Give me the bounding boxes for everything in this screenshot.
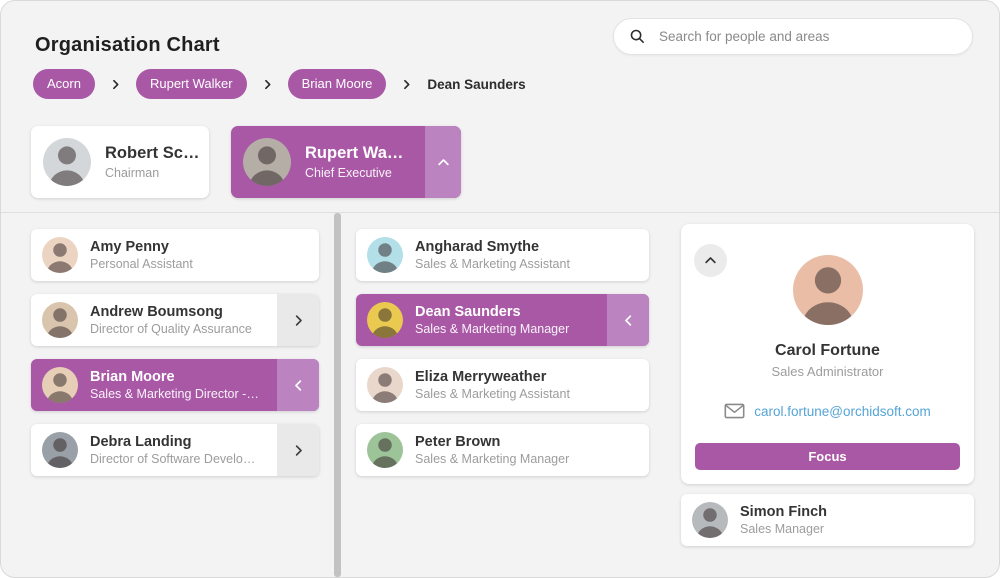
person-name: Amy Penny — [90, 239, 169, 255]
breadcrumb-item-dean-saunders: Dean Saunders — [427, 76, 526, 92]
person-card-angharad-smythe[interactable]: Angharad Smythe Sales & Marketing Assist… — [356, 229, 649, 281]
chevron-right-icon — [400, 78, 413, 91]
person-name: Dean Saunders — [415, 304, 521, 320]
person-name: Brian Moore — [90, 369, 175, 385]
avatar — [42, 367, 78, 403]
avatar — [42, 302, 78, 338]
person-name: Debra Landing — [90, 434, 192, 450]
person-name: Eliza Merryweather — [415, 369, 547, 385]
breadcrumb-item-acorn[interactable]: Acorn — [33, 69, 95, 99]
person-card-rupert-walker[interactable]: Rupert Walker Chief Executive — [231, 126, 461, 198]
person-card-andrew-boumsong[interactable]: Andrew Boumsong Director of Quality Assu… — [31, 294, 319, 346]
person-role: Sales Manager — [740, 522, 825, 536]
person-card-brian-moore[interactable]: Brian Moore Sales & Marketing Director -… — [31, 359, 319, 411]
person-role: Chief Executive — [305, 166, 392, 180]
person-role: Director of Software Developm... — [90, 452, 259, 466]
detail-person-name: Carol Fortune — [775, 342, 880, 359]
avatar — [367, 302, 403, 338]
chevron-right-icon[interactable] — [277, 424, 319, 476]
person-card-dean-saunders[interactable]: Dean Saunders Sales & Marketing Manager — [356, 294, 649, 346]
person-card-eliza-merryweather[interactable]: Eliza Merryweather Sales & Marketing Ass… — [356, 359, 649, 411]
avatar — [367, 367, 403, 403]
avatar — [42, 432, 78, 468]
avatar — [43, 138, 91, 186]
breadcrumb: Acorn Rupert Walker Brian Moore Dean Saunde… — [33, 69, 526, 99]
person-role: Director of Quality Assurance — [90, 322, 252, 336]
team-column: Angharad Smythe Sales & Marketing Assist… — [356, 229, 649, 476]
breadcrumb-item-brian-moore[interactable]: Brian Moore — [287, 69, 387, 99]
avatar — [692, 502, 728, 538]
person-role: Personal Assistant — [90, 257, 193, 271]
header-divider — [1, 212, 999, 213]
person-role: Sales & Marketing Assistant — [415, 257, 570, 271]
chevron-left-icon[interactable] — [607, 294, 649, 346]
chevron-right-icon[interactable] — [277, 294, 319, 346]
person-role: Sales & Marketing Assistant — [415, 387, 570, 401]
avatar — [243, 138, 291, 186]
page-title: Organisation Chart — [35, 34, 220, 57]
person-card-robert-scott[interactable]: Robert Scott Chairman — [31, 126, 209, 198]
person-name: Rupert Walker — [305, 144, 405, 162]
chevron-right-icon — [109, 78, 122, 91]
column-scrollbar[interactable] — [334, 213, 341, 577]
chevron-right-icon — [261, 78, 274, 91]
top-level-cards: Robert Scott Chairman Rupert Walker Chie… — [31, 126, 461, 198]
person-card-amy-penny[interactable]: Amy Penny Personal Assistant — [31, 229, 319, 281]
avatar — [367, 237, 403, 273]
email-icon — [724, 403, 745, 419]
search-bar[interactable] — [613, 18, 973, 55]
person-name: Andrew Boumsong — [90, 304, 223, 320]
person-name: Simon Finch — [740, 504, 827, 520]
chevron-up-icon — [705, 257, 716, 264]
chevron-left-icon[interactable] — [277, 359, 319, 411]
search-icon — [630, 29, 644, 43]
detail-avatar — [792, 255, 863, 325]
search-input[interactable] — [657, 28, 957, 45]
detail-panel: Carol Fortune Sales Administrator carol.… — [681, 224, 974, 484]
person-name: Robert Scott — [105, 144, 203, 162]
person-name: Peter Brown — [415, 434, 501, 450]
person-card-simon-finch[interactable]: Simon Finch Sales Manager — [681, 494, 974, 546]
person-role: Sales & Marketing Director - Nor... — [90, 387, 259, 401]
avatar — [42, 237, 78, 273]
person-card-peter-brown[interactable]: Peter Brown Sales & Marketing Manager — [356, 424, 649, 476]
person-role: Sales & Marketing Manager — [415, 322, 570, 336]
directors-column: Amy Penny Personal Assistant Andrew Boum… — [31, 229, 319, 476]
breadcrumb-item-rupert-walker[interactable]: Rupert Walker — [135, 69, 247, 99]
person-role: Chairman — [105, 166, 160, 180]
avatar — [367, 432, 403, 468]
person-role: Sales & Marketing Manager — [415, 452, 570, 466]
related-people-column: Simon Finch Sales Manager — [681, 494, 974, 546]
person-card-debra-landing[interactable]: Debra Landing Director of Software Devel… — [31, 424, 319, 476]
focus-button[interactable]: Focus — [695, 443, 960, 470]
chevron-up-icon[interactable] — [425, 126, 461, 198]
email-link[interactable]: carol.fortune@orchidsoft.com — [754, 403, 931, 419]
person-name: Angharad Smythe — [415, 239, 540, 255]
collapse-button[interactable] — [694, 244, 727, 277]
detail-person-role: Sales Administrator — [771, 364, 884, 379]
